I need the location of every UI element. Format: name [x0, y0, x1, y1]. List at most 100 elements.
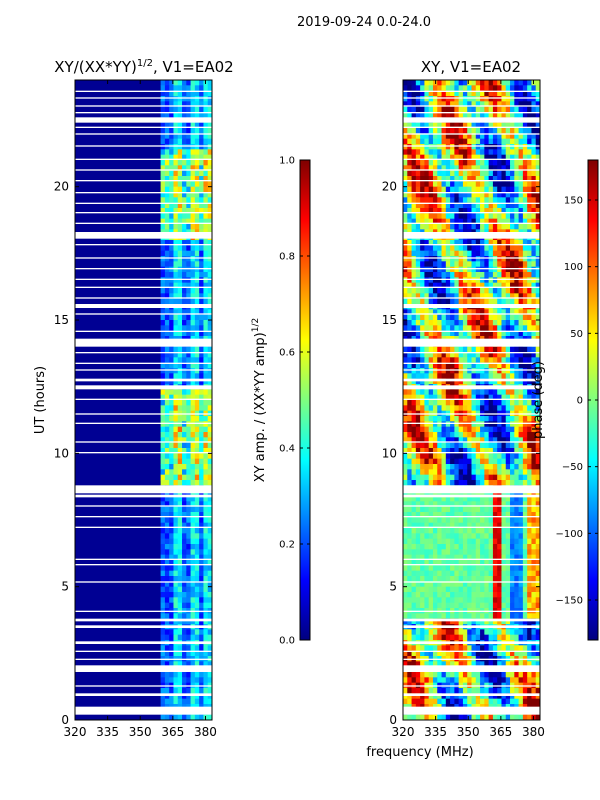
phase-cell: [505, 176, 511, 182]
phase-cell: [480, 448, 485, 454]
amplitude-cell: [203, 133, 209, 140]
phase-cell: [471, 96, 477, 102]
phase-cell: [475, 277, 481, 284]
phase-cell: [527, 240, 532, 246]
amplitude-cell: [190, 325, 196, 332]
phase-cell: [458, 245, 464, 252]
phase-cell: [420, 480, 425, 486]
amplitude-cell: [177, 469, 183, 476]
amplitude-cell: [194, 357, 200, 364]
phase-cell: [501, 90, 507, 97]
phase-cell: [454, 112, 460, 118]
x-tick-label: 350: [129, 725, 152, 739]
phase-cell: [480, 618, 485, 625]
amplitude-cell: [199, 496, 204, 502]
amplitude-cell: [160, 672, 166, 678]
amplitude-cell: [190, 570, 196, 577]
phase-cell: [535, 522, 541, 529]
phase-cell: [514, 170, 519, 177]
phase-cell: [462, 90, 468, 97]
amplitude-cell: [207, 106, 213, 113]
amplitude-cell: [160, 138, 166, 145]
phase-cell: [471, 186, 477, 193]
phase-cell: [454, 501, 460, 508]
amplitude-cell: [160, 602, 166, 609]
phase-cell: [454, 293, 460, 300]
phase-cell: [471, 480, 477, 486]
phase-cell: [488, 512, 494, 518]
phase-cell: [492, 149, 498, 156]
amplitude-cell: [173, 245, 179, 252]
phase-cell: [488, 202, 494, 209]
phase-cell: [522, 128, 528, 134]
amplitude-cell: [164, 325, 170, 332]
phase-cell: [510, 416, 515, 422]
phase-cell: [454, 394, 460, 401]
amplitude-cell: [169, 613, 174, 620]
phase-cell: [471, 570, 477, 577]
phase-cell: [505, 533, 511, 540]
phase-cell: [403, 192, 408, 198]
phase-cell: [535, 101, 541, 108]
phase-cell: [527, 90, 532, 97]
amplitude-cell: [194, 480, 200, 486]
phase-cell: [484, 400, 490, 406]
amplitude-cell: [207, 218, 213, 225]
phase-cell: [531, 437, 537, 444]
phase-cell: [411, 138, 417, 145]
phase-cell: [510, 112, 515, 118]
amplitude-cell: [169, 154, 174, 161]
phase-cell: [514, 112, 519, 118]
phase-cell: [445, 240, 451, 246]
amplitude-cell: [207, 672, 213, 678]
amplitude-cell: [194, 565, 200, 572]
phase-cell: [510, 160, 515, 166]
phase-cell: [454, 362, 460, 369]
phase-cell: [480, 202, 485, 209]
amplitude-cell: [182, 160, 187, 166]
phase-cell: [424, 186, 430, 193]
amplitude-cell: [182, 96, 187, 102]
phase-cell: [484, 208, 490, 214]
phase-cell: [501, 496, 507, 502]
phase-cell: [497, 176, 502, 182]
phase-cell: [428, 154, 434, 161]
phase-cell: [535, 192, 541, 198]
phase-cell: [424, 309, 430, 316]
amplitude-cell: [182, 266, 187, 273]
phase-cell: [428, 576, 434, 582]
phase-cell: [407, 506, 412, 513]
phase-cell: [450, 314, 455, 321]
phase-cell: [514, 544, 519, 550]
phase-cell: [458, 218, 464, 225]
amplitude-cell: [194, 138, 200, 145]
phase-cell: [522, 506, 528, 513]
phase-cell: [432, 325, 438, 332]
phase-cell: [424, 501, 430, 508]
phase-cell: [415, 266, 421, 273]
phase-cell: [497, 517, 502, 524]
amplitude-cell: [199, 650, 204, 657]
phase-cell: [432, 389, 438, 396]
phase-cell: [480, 634, 485, 641]
phase-cell: [445, 298, 451, 305]
phase-cell: [432, 522, 438, 529]
phase-cell: [501, 170, 507, 177]
phase-cell: [428, 352, 434, 358]
phase-cell: [475, 208, 481, 214]
phase-cell: [488, 448, 494, 454]
phase-cell: [441, 437, 447, 444]
phase-cell: [403, 538, 408, 545]
phase-cell: [462, 208, 468, 214]
phase-cell: [432, 597, 438, 604]
amplitude-cell: [207, 261, 213, 268]
phase-cell: [480, 298, 485, 305]
phase-cell: [462, 149, 468, 156]
phase-cell: [432, 565, 438, 572]
phase-cell: [484, 448, 490, 454]
amplitude-cell: [203, 458, 209, 465]
phase-cell: [403, 437, 408, 444]
phase-cell: [441, 181, 447, 188]
amplitude-cell: [160, 400, 166, 406]
amplitude-cell: [190, 629, 196, 636]
